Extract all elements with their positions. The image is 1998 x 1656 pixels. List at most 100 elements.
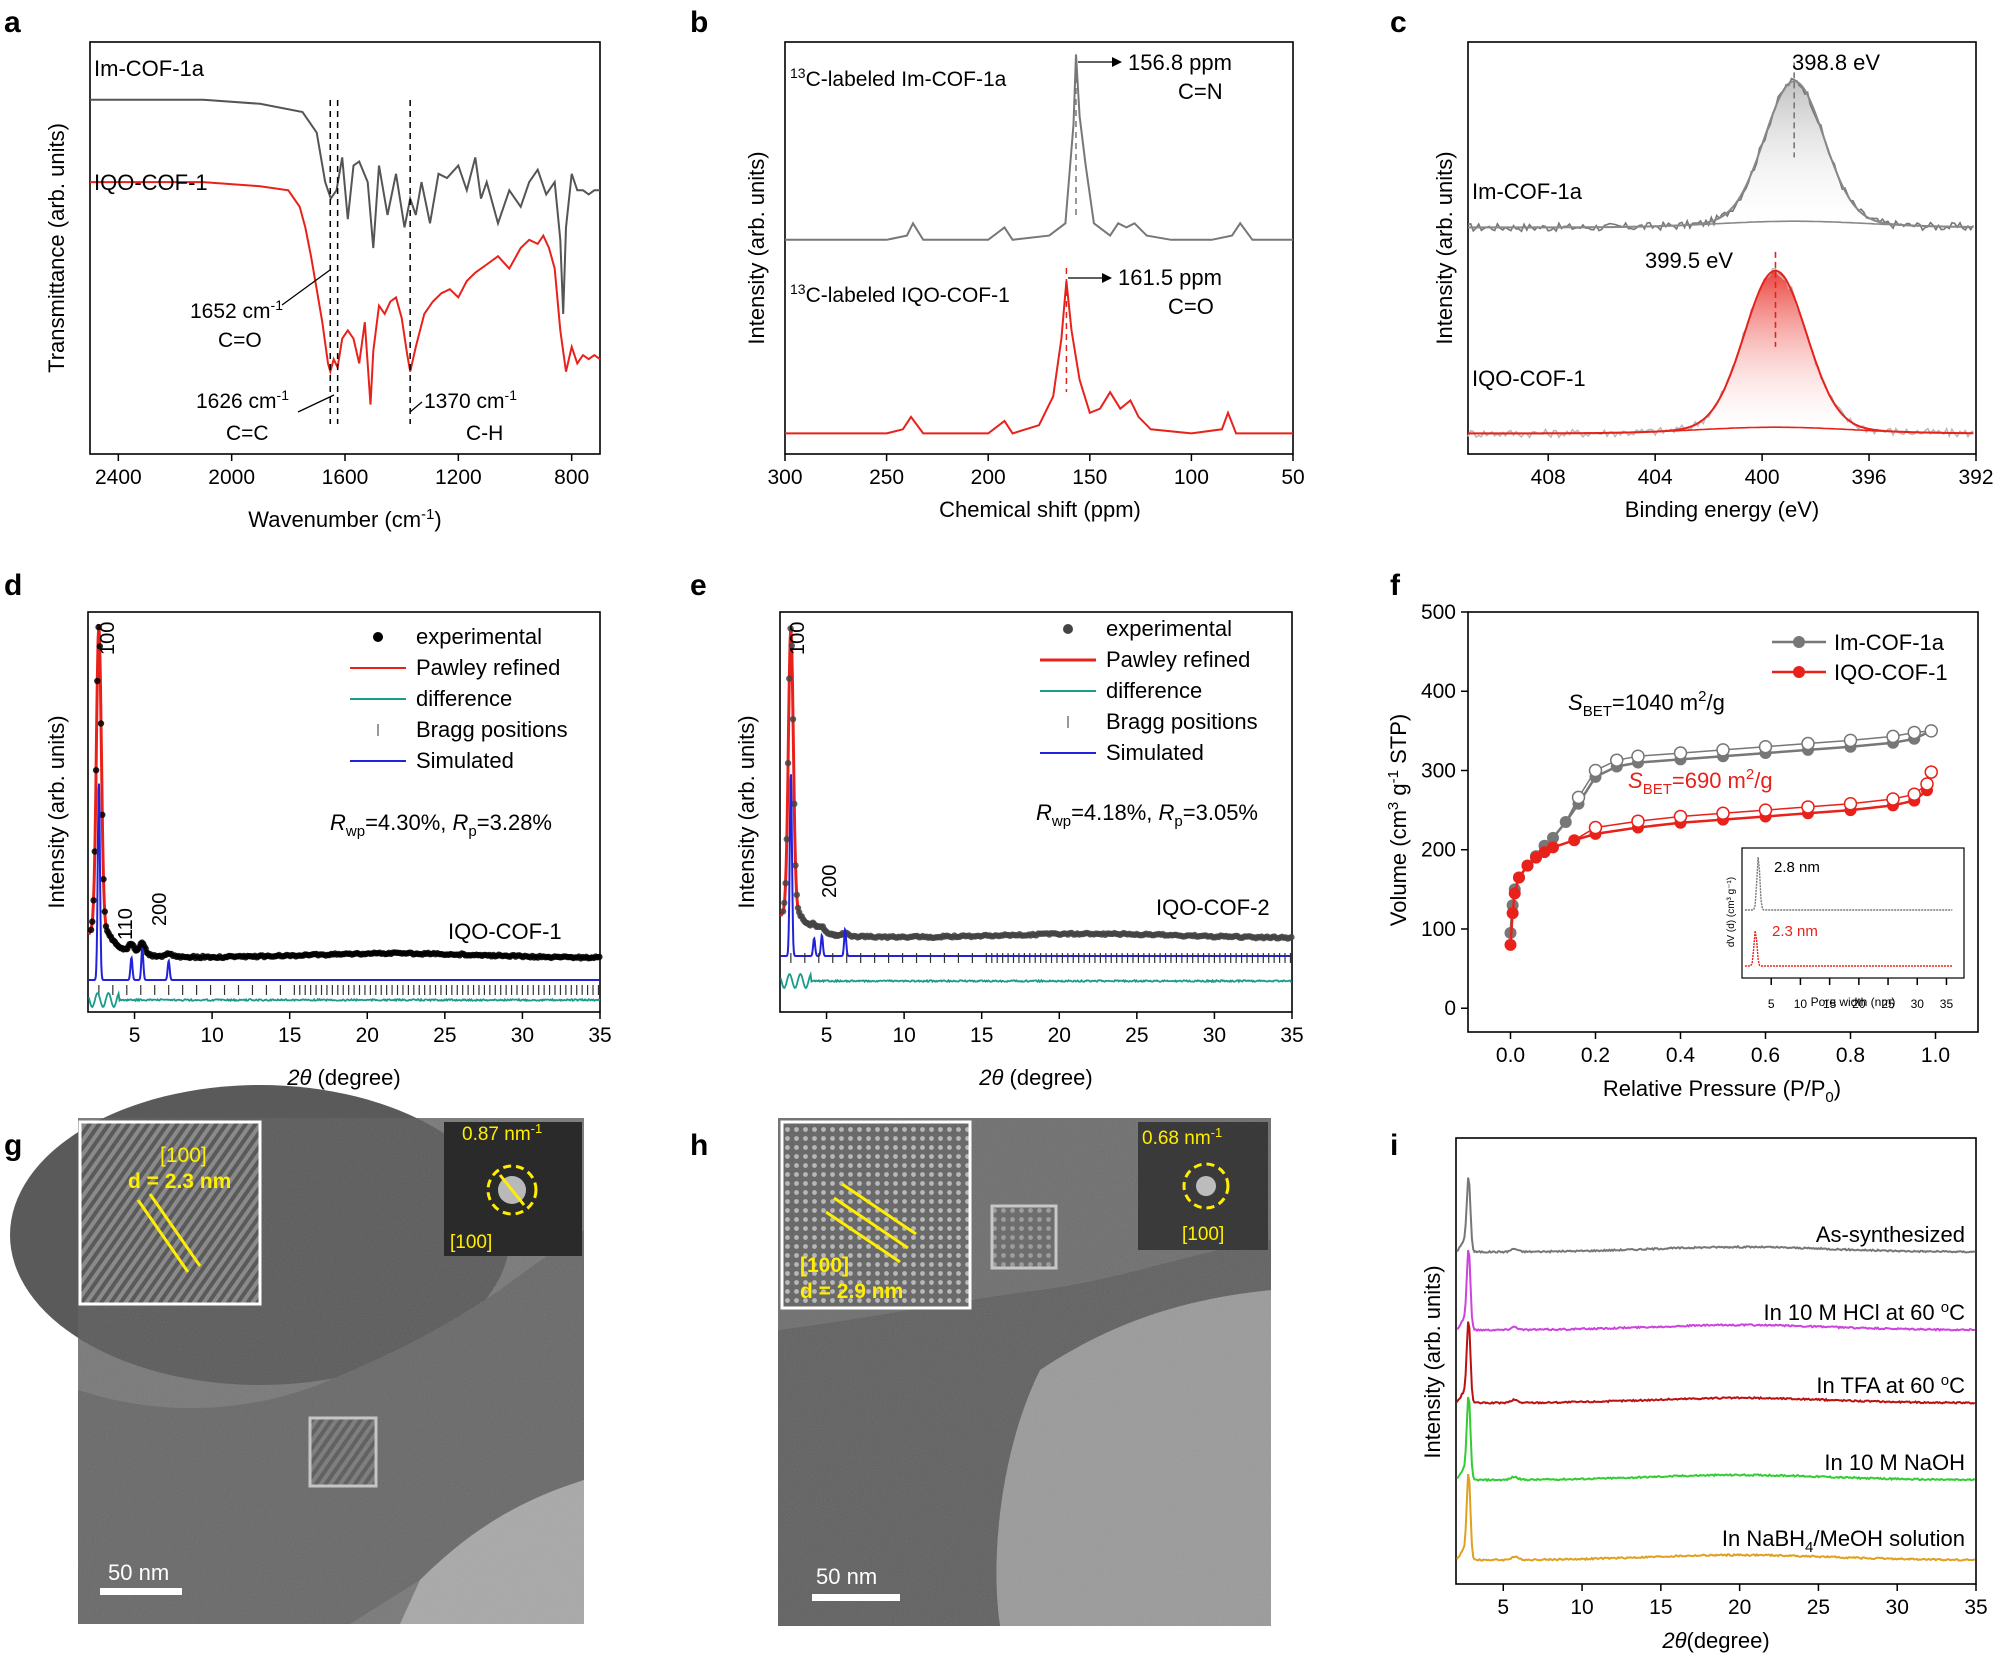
- panel-d-experimental-point: [89, 918, 96, 925]
- panel-i-ylabel: Intensity (arb. units): [1420, 1265, 1445, 1458]
- panel-e-legend-marker-0: [1063, 624, 1073, 634]
- panel-e-stats: Rwp=4.18%, Rp=3.05%: [1036, 800, 1258, 830]
- panel-c-peak-area-0: [1468, 81, 1974, 228]
- panel-c-xtick-label-3: 396: [1852, 466, 1887, 489]
- panel-a-ftir: 2400 2000 1600 1200 800 Im-COF-1a IQO-COF-1 …: [44, 41, 601, 532]
- panel-a-xlabel: Wavenumber (cm-1): [248, 506, 441, 532]
- panel-e-xtick-label-6: 35: [1280, 1024, 1303, 1047]
- panel-i-xtick-label-1: 10: [1570, 1596, 1593, 1619]
- panel-e-legend-label-2: difference: [1106, 678, 1202, 703]
- panel-f-desorption-point: [1907, 725, 1921, 740]
- panel-g-selection-box: [308, 1416, 378, 1488]
- panel-c-fit-line-1: [1468, 269, 1974, 435]
- panel-h-fft-value: 0.68 nm-1: [1142, 1125, 1222, 1149]
- panel-b-series-label-1: 13C-labeled IQO-COF-1: [790, 281, 1010, 307]
- panel-f-desorption-point: [1886, 729, 1900, 744]
- panel-label-a: a: [4, 6, 21, 39]
- panel-f-inset-xtick-label-0: 5: [1768, 997, 1775, 1011]
- panel-g-tem: [100] d = 2.3 nm 0.87 nm-1 [100] 50 nm: [10, 1085, 584, 1624]
- panel-c-xtick-label-1: 404: [1638, 466, 1673, 489]
- panel-f-desorption-point: [1716, 806, 1730, 821]
- panel-i-xtick-label-3: 20: [1728, 1596, 1751, 1619]
- panel-f-desorption-point: [1886, 792, 1900, 806]
- panel-label-c: c: [1390, 6, 1407, 39]
- panel-e-xtick-label-2: 15: [970, 1024, 993, 1047]
- panel-f-desorption-point: [1758, 739, 1773, 754]
- panel-e-experimental-point: [1288, 933, 1295, 941]
- panel-f-xtick-label-1: 0.2: [1581, 1044, 1610, 1067]
- panel-a-annot-1626: 1626 cm-1: [196, 387, 289, 413]
- panel-e-xtick-label-0: 5: [821, 1024, 833, 1047]
- panel-h-scale-bar: [812, 1594, 900, 1601]
- panel-b-xlabel: Chemical shift (ppm): [939, 497, 1141, 522]
- panel-d-experimental-point: [90, 897, 97, 904]
- panel-f-adsorption-point: [1530, 851, 1542, 864]
- panel-e-experimental-point: [787, 625, 794, 632]
- panel-b-frame: [784, 41, 1294, 455]
- panel-f-inset-xtick-label-4: 25: [1881, 997, 1895, 1011]
- panel-label-g: g: [4, 1129, 22, 1162]
- panel-f-desorption-point: [1924, 724, 1938, 738]
- panel-f-xtick-label-2: 0.4: [1666, 1044, 1696, 1067]
- panel-c-peak-area-1: [1468, 270, 1974, 434]
- panel-f-inset-ylabel: dV (d) (cm³ g⁻¹): [1726, 877, 1737, 947]
- panel-a-annot-1370: 1370 cm-1: [424, 387, 517, 413]
- panel-f-ytick-label-0: 0: [1444, 997, 1456, 1020]
- panel-f-inset-xtick-label-6: 35: [1940, 997, 1954, 1011]
- panel-e-experimental-point: [783, 836, 790, 843]
- panel-e-legend-label-1: Pawley refined: [1106, 647, 1250, 672]
- panel-i-stability: 5 10 15 20 25 30 35 As-synthesized In 10 M HCl…: [1420, 1137, 1988, 1653]
- panel-g-inset-hkl: [100]: [160, 1144, 207, 1167]
- panel-f-desorption-point: [1673, 809, 1688, 824]
- panel-e-sample: IQO-COF-2: [1156, 895, 1270, 920]
- panel-c-fit-line-0: [1468, 80, 1974, 229]
- panel-d-peak-100: 100: [97, 622, 119, 655]
- panel-f-desorption-point: [1801, 736, 1815, 751]
- panel-h-inset: [780, 1120, 972, 1310]
- panel-f-adsorption-point: [1547, 841, 1559, 854]
- panel-d-xtick-label-5: 30: [511, 1024, 534, 1047]
- panel-c-xtick-label-0: 408: [1531, 466, 1566, 489]
- panel-b-ylabel: Intensity (arb. units): [744, 151, 769, 344]
- panel-f-adsorption-point: [1521, 859, 1534, 872]
- panel-f-desorption-point: [1588, 763, 1603, 778]
- panel-b-xtick-label-5: 50: [1281, 466, 1304, 489]
- panel-a-series-label-0: Im-COF-1a: [94, 56, 205, 81]
- panel-label-f: f: [1390, 569, 1401, 602]
- panel-i-xlabel: 2θ(degree): [1661, 1628, 1769, 1653]
- panel-b-annot-1-bond: C=O: [1168, 294, 1214, 319]
- panel-a-series-line-1: [90, 181, 601, 405]
- panel-a-arrow-1626: [297, 394, 335, 413]
- panel-e-xtick-label-3: 20: [1048, 1024, 1071, 1047]
- panel-f-inset-xtick-label-3: 20: [1852, 997, 1866, 1011]
- panel-d-experimental-point: [95, 623, 102, 631]
- panel-a-arrow-1652: [281, 269, 331, 306]
- panel-f-desorption-point: [1920, 777, 1934, 791]
- panel-i-xtick-label-2: 15: [1649, 1596, 1672, 1619]
- panel-a-frame: [89, 41, 601, 455]
- panel-f-xtick-label-0: 0.0: [1496, 1044, 1525, 1067]
- panel-f-inset: 5 10 15 20 25 30 35 2.8 nm 2.3 nm Pore width (…: [1726, 847, 1965, 1011]
- panel-f-desorption-point: [1907, 787, 1921, 802]
- panel-h-inset-line-0: [825, 1210, 901, 1264]
- panel-f-adsorption-point: [1508, 887, 1521, 900]
- panel-c-annot-0: 398.8 eV: [1792, 50, 1880, 75]
- panel-f-adsorption-point: [1504, 938, 1517, 951]
- panel-e-pawley-line: [779, 626, 1292, 940]
- panel-d-bragg-ticks: [98, 985, 600, 995]
- panel-b-annot-1: 161.5 ppm: [1118, 265, 1222, 290]
- panel-e-xtick-label-5: 30: [1203, 1024, 1226, 1047]
- panel-d-experimental-point: [87, 926, 95, 933]
- panel-f-inset-xtick-label-5: 30: [1911, 997, 1925, 1011]
- panel-f-ytick-label-5: 500: [1421, 601, 1456, 624]
- panel-f-inset-peak-1: 2.3 nm: [1772, 923, 1818, 940]
- panel-b-xtick-label-0: 300: [767, 466, 802, 489]
- panel-f-xtick-label-4: 0.8: [1836, 1044, 1865, 1067]
- panel-e-xlabel: 2θ (degree): [978, 1065, 1092, 1090]
- panel-e-experimental-points: [779, 625, 1295, 942]
- panel-h-selection-box: [990, 1204, 1058, 1270]
- panel-g-fft-arrow: [498, 1174, 526, 1206]
- panel-f-desorption-point: [1716, 743, 1730, 757]
- panel-d-legend-marker-0: [373, 632, 383, 642]
- panel-d-experimental-point: [100, 876, 107, 883]
